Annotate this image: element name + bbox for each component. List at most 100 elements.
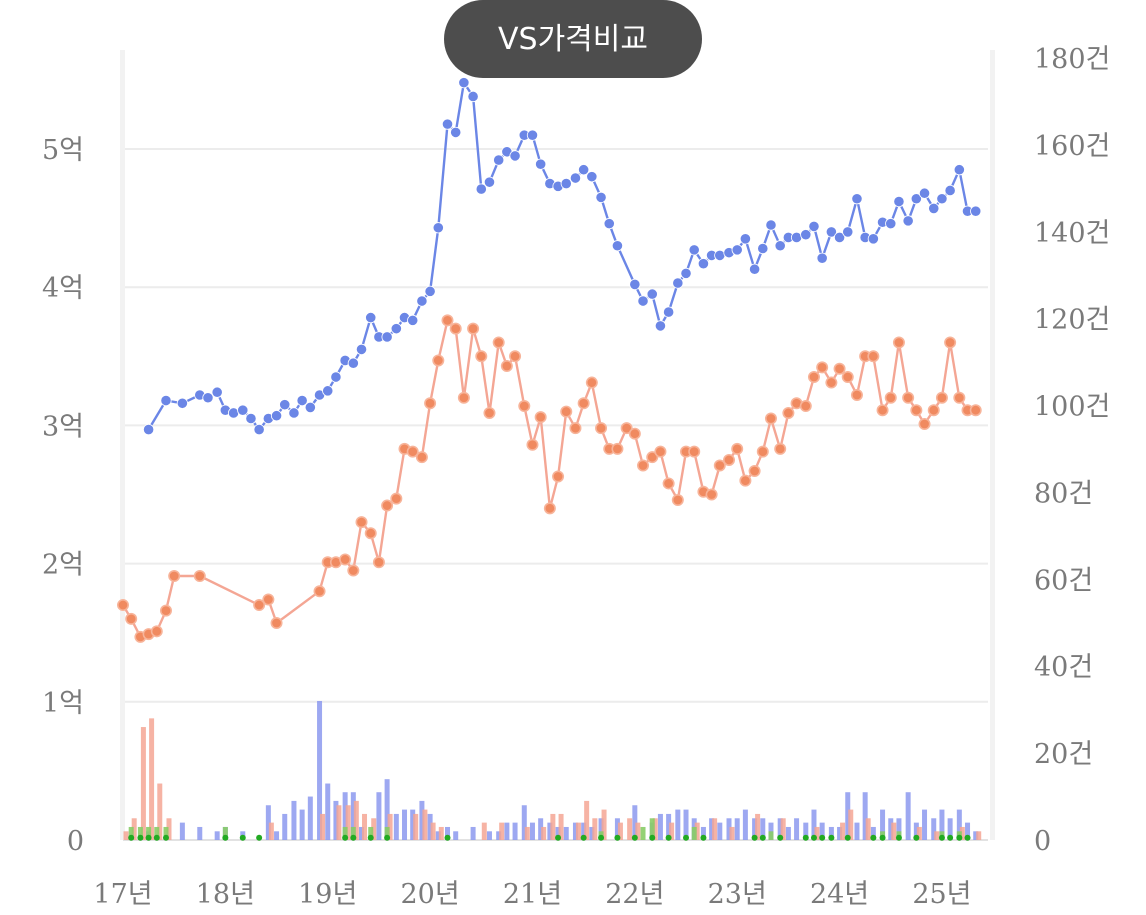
series-1-point-7 [193, 570, 206, 583]
right-tick-label-2: 40건 [1034, 652, 1093, 683]
bar-s2-77 [922, 809, 928, 840]
bar-s3-30 [635, 822, 641, 840]
bar-s2-15 [342, 792, 348, 840]
x-tick-label-0: 17년 [93, 879, 152, 910]
series-0-point-0 [142, 423, 155, 436]
trade-dot-12 [444, 834, 451, 841]
series-1-point-86 [953, 391, 966, 404]
series-0-point-13 [279, 399, 291, 411]
series-1-point-51 [654, 445, 667, 458]
series-0-point-87 [918, 187, 931, 199]
series-0-point-36 [475, 183, 487, 195]
bar-s2-26 [445, 826, 451, 840]
bar-s3-25 [584, 800, 590, 840]
bar-s2-10 [299, 809, 305, 840]
bar-s2-49 [683, 809, 689, 840]
series-0-point-73 [800, 229, 812, 241]
series-0-point-31 [432, 222, 444, 234]
series-1-point-14 [339, 553, 352, 566]
trade-dot-21 [700, 834, 707, 841]
series-1-point-80 [902, 391, 915, 404]
vs-price-compare-button[interactable]: VS가격비교 [444, 0, 702, 78]
x-tick-label-6: 23년 [708, 879, 767, 910]
series-1-point-68 [799, 400, 812, 413]
bar-s2-81 [956, 809, 962, 840]
series-1-point-18 [372, 556, 385, 569]
series-1-point-62 [748, 465, 761, 478]
x-tick-label-8: 25년 [912, 879, 971, 910]
series-1-point-23 [415, 451, 428, 464]
volume-bars [123, 700, 982, 840]
series-0-point-53 [629, 278, 641, 291]
series-line-1 [121, 319, 976, 638]
series-1-point-47 [620, 422, 633, 435]
bar-s2-36 [547, 822, 553, 840]
series-0-point-40 [509, 150, 521, 162]
bar-s2-71 [870, 826, 876, 840]
series-1-point-43 [585, 376, 598, 389]
bar-s2-3 [214, 831, 220, 840]
series-1-point-71 [825, 376, 838, 389]
series-1-point-17 [364, 527, 377, 540]
bar-s2-52 [709, 818, 715, 840]
series-1-point-58 [713, 459, 726, 472]
series-0-point-90 [944, 184, 956, 197]
bar-s4-3 [154, 826, 160, 840]
series-0-point-47 [569, 172, 582, 184]
bar-s2-83 [973, 831, 979, 840]
bar-s3-46 [976, 831, 982, 840]
bar-s4-8 [368, 826, 374, 840]
trade-dot-0 [128, 834, 135, 841]
bar-s3-45 [959, 826, 965, 840]
bar-s3-12 [371, 818, 377, 840]
bar-s2-68 [845, 792, 851, 840]
bar-s2-14 [333, 800, 339, 840]
x-tick-label-5: 22년 [605, 879, 664, 910]
left-tick-label-2: 2억 [42, 550, 84, 581]
bar-s3-14 [413, 813, 419, 840]
bar-s2-40 [581, 822, 587, 840]
bar-s2-6 [265, 805, 271, 840]
right-tick-label-3: 60건 [1034, 565, 1093, 596]
series-1-point-30 [475, 350, 488, 363]
bar-s3-35 [729, 826, 735, 840]
trade-dot-3 [153, 834, 160, 841]
vs-price-compare-label[interactable]: VS가격비교 [498, 22, 648, 57]
bar-s3-27 [601, 809, 607, 840]
trade-dot-29 [844, 834, 851, 841]
bar-s3-29 [627, 818, 633, 840]
bar-s3-23 [558, 813, 564, 840]
series-0-point-35 [467, 90, 479, 103]
bar-s2-72 [880, 809, 886, 840]
trade-dot-17 [631, 834, 638, 841]
bar-s3-19 [499, 822, 505, 840]
bar-s2-42 [598, 818, 604, 840]
bar-s4-12 [649, 818, 655, 840]
bar-s3-16 [430, 822, 436, 840]
bar-s2-62 [794, 818, 800, 840]
right-tick-label-9: 180건 [1034, 44, 1110, 75]
series-0-point-66 [739, 233, 751, 245]
series-1-point-55 [688, 445, 701, 458]
series-0-point-28 [407, 314, 419, 326]
vs-price-compare-button-bg[interactable] [444, 0, 702, 78]
series-0-point-84 [893, 195, 905, 208]
trade-dot-35 [947, 834, 954, 841]
bar-s2-24 [427, 813, 433, 840]
series-0-point-69 [765, 219, 777, 231]
series-1-point-70 [816, 361, 829, 374]
bar-s3-8 [336, 805, 342, 840]
bar-s3-34 [712, 818, 718, 840]
bar-s2-39 [572, 822, 578, 840]
bar-s3-9 [345, 805, 351, 840]
series-0-point-81 [867, 233, 879, 245]
trade-dot-26 [810, 834, 817, 841]
bar-s2-63 [803, 822, 809, 840]
bar-s2-61 [785, 826, 791, 840]
series-0-point-8 [237, 404, 249, 416]
trade-dot-25 [802, 834, 809, 841]
bar-s2-1 [179, 822, 185, 840]
bar-s3-26 [592, 818, 598, 840]
series-0-point-22 [355, 343, 368, 355]
series-0-point-55 [646, 288, 658, 300]
